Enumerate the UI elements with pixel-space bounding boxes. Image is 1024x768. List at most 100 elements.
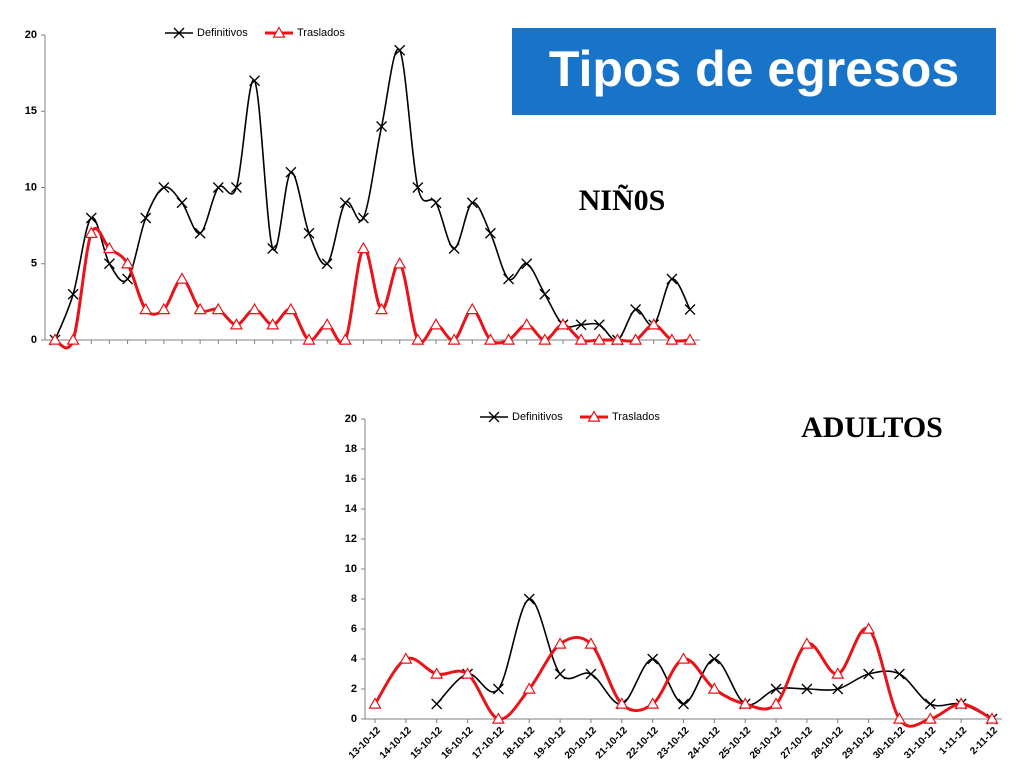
marker-x (585, 668, 597, 680)
marker-x (647, 653, 659, 665)
marker-triangle (665, 333, 679, 345)
marker-triangle (862, 622, 876, 634)
marker-triangle (574, 333, 588, 345)
y-tick-label: 15 (25, 105, 37, 117)
marker-x (488, 411, 500, 423)
marker-x (684, 304, 696, 315)
marker-triangle (338, 333, 352, 345)
x-tick-label: 26-10-12 (748, 725, 784, 761)
y-tick-label: 16 (345, 473, 357, 485)
marker-triangle (430, 667, 444, 679)
x-tick-label: 27-10-12 (779, 725, 815, 761)
marker-triangle (302, 333, 316, 345)
marker-x (801, 683, 813, 695)
marker-triangle (193, 302, 207, 315)
y-tick-label: 8 (351, 593, 357, 605)
x-tick-label: 29-10-12 (841, 725, 877, 761)
title-box (512, 28, 996, 115)
y-tick-label: 20 (345, 413, 357, 425)
marker-x (893, 668, 905, 680)
x-tick-label: 24-10-12 (686, 725, 722, 761)
marker-triangle (121, 257, 135, 269)
marker-triangle (646, 697, 660, 709)
marker-triangle (738, 697, 752, 709)
marker-triangle (522, 682, 536, 694)
marker-triangle (393, 257, 407, 269)
marker-triangle (368, 697, 382, 709)
marker-x (539, 288, 551, 300)
x-tick-label: 25-10-12 (717, 725, 753, 761)
marker-x (357, 212, 369, 224)
marker-triangle (272, 26, 286, 38)
marker-x (176, 197, 188, 209)
marker-x (924, 698, 936, 710)
marker-triangle (985, 712, 999, 724)
marker-triangle (800, 637, 814, 649)
legend-label: Traslados (297, 27, 345, 39)
x-tick-label: 16-10-12 (439, 725, 475, 761)
marker-x (484, 227, 496, 239)
marker-x (503, 273, 515, 285)
marker-x (521, 258, 533, 270)
marker-x (158, 182, 170, 193)
legend-label: Definitivos (197, 27, 248, 39)
marker-x (431, 698, 443, 710)
marker-x (303, 227, 315, 239)
marker-x (85, 212, 97, 224)
marker-x (122, 273, 134, 285)
marker-triangle (769, 697, 783, 709)
marker-triangle (629, 333, 643, 345)
marker-triangle (229, 318, 243, 330)
marker-triangle (266, 318, 280, 330)
marker-x (466, 197, 478, 209)
marker-triangle (48, 333, 62, 345)
marker-x (554, 668, 566, 680)
marker-triangle (676, 652, 691, 664)
marker-triangle (520, 318, 534, 330)
marker-triangle (429, 318, 443, 330)
marker-triangle (587, 410, 601, 422)
marker-triangle (66, 333, 80, 345)
marker-triangle (175, 272, 189, 284)
marker-triangle (610, 333, 624, 345)
marker-triangle (399, 652, 413, 664)
x-tick-label: 14-10-12 (378, 725, 414, 761)
marker-triangle (707, 682, 721, 694)
y-tick-label: 0 (31, 334, 37, 346)
chart-title: NIÑ0S (579, 184, 666, 217)
marker-triangle (831, 667, 845, 679)
y-tick-label: 2 (351, 683, 357, 695)
marker-triangle (375, 302, 389, 315)
marker-triangle (411, 333, 425, 345)
marker-x (267, 243, 279, 254)
x-tick-label: 20-10-12 (563, 725, 599, 761)
marker-triangle (592, 333, 606, 345)
marker-triangle (954, 697, 968, 709)
marker-triangle (647, 318, 661, 330)
marker-x (67, 288, 79, 300)
marker-x (832, 683, 844, 695)
marker-x (173, 27, 185, 39)
marker-triangle (320, 318, 334, 330)
marker-triangle (284, 302, 298, 315)
marker-triangle (553, 637, 567, 649)
marker-x (523, 593, 535, 605)
marker-x (412, 182, 424, 193)
marker-triangle (248, 302, 262, 315)
marker-x (321, 258, 333, 270)
marker-x (394, 44, 406, 56)
marker-x (212, 182, 224, 193)
marker-triangle (483, 333, 497, 345)
x-tick-label: 15-10-12 (409, 725, 445, 761)
marker-x (666, 273, 678, 285)
legend-label: Traslados (612, 411, 660, 423)
marker-triangle (157, 302, 171, 315)
y-tick-label: 6 (351, 623, 357, 635)
marker-triangle (139, 302, 153, 315)
y-tick-label: 10 (25, 181, 37, 193)
marker-triangle (102, 241, 116, 254)
y-tick-label: 18 (345, 443, 357, 455)
marker-x (285, 166, 297, 178)
y-tick-label: 10 (345, 563, 357, 575)
